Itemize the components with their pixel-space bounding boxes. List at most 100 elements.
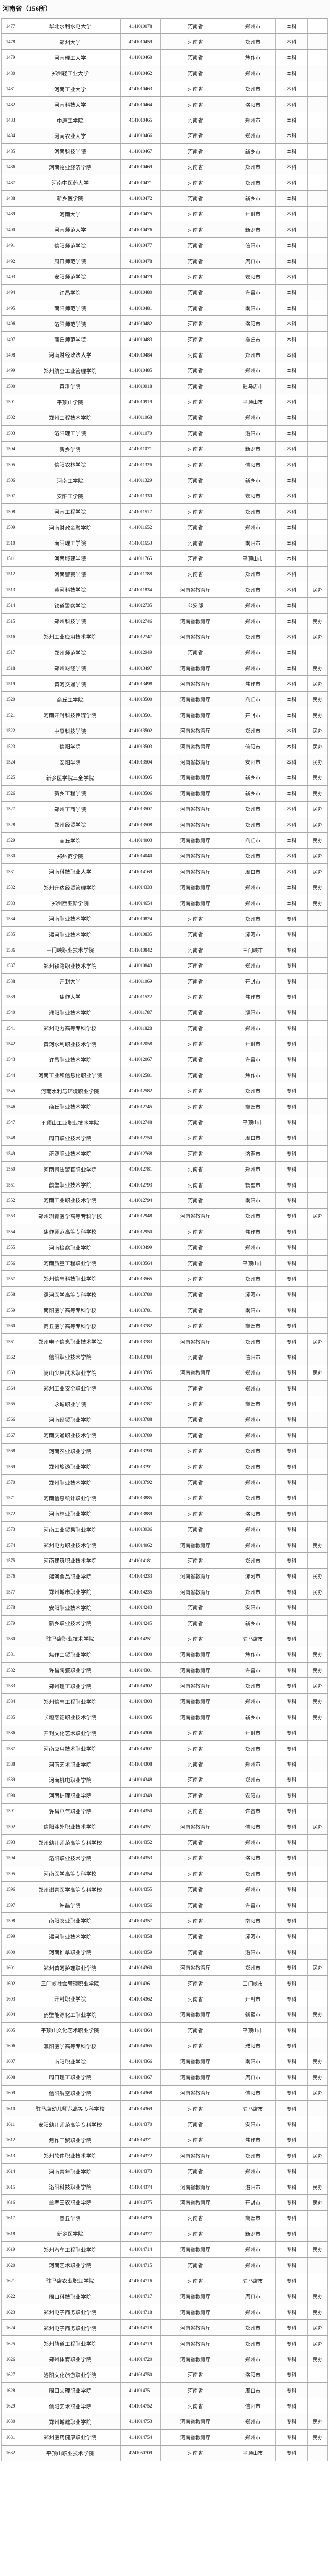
table-cell-city: 郑州市 — [230, 722, 276, 739]
table-cell-note — [307, 550, 328, 567]
table-cell-note — [307, 1192, 328, 1209]
table-cell-no: 1510 — [1, 534, 20, 551]
table-cell-city: 郑州市 — [230, 1443, 276, 1459]
table-row: 1492 周口师范学院 4141010478 河南省 周口市 本科 — [1, 252, 328, 269]
table-cell-dept: 河南省教育厅 — [160, 2006, 230, 2023]
table-cell-note: 民办 — [307, 832, 328, 849]
table-cell-dept: 河南省 — [160, 127, 230, 144]
table-cell-note — [307, 268, 328, 285]
table-cell-dept: 河南省教育厅 — [160, 879, 230, 895]
table-cell-name: 河南工业大学 — [20, 80, 121, 97]
table-cell-no: 1518 — [1, 660, 20, 676]
table-cell-note: 民办 — [307, 675, 328, 692]
table-cell-no: 1552 — [1, 1192, 20, 1209]
table-cell-code: 4141010842 — [120, 942, 161, 958]
table-cell-no: 1548 — [1, 1129, 20, 1146]
table-cell-city: 鹤壁市 — [230, 2006, 276, 2023]
table-cell-city: 郑州市 — [230, 347, 276, 363]
table-cell-note — [307, 206, 328, 223]
table-cell-name: 许昌学院 — [20, 284, 121, 301]
table-cell-name: 南阳职业学院 — [20, 2053, 121, 2070]
table-cell-dept: 河南省 — [160, 1458, 230, 1475]
table-row: 1527 郑州工商学院 4141013507 河南省教育厅 郑州市 本科 民办 — [1, 801, 328, 817]
table-cell-city: 商丘市 — [230, 1098, 276, 1115]
table-row: 1564 郑州工业安全职业学院 4141013786 河南省 郑州市 专科 — [1, 1380, 328, 1397]
table-cell-name: 漯河医学高等专科学校 — [20, 1286, 121, 1303]
table-cell-dept: 河南省 — [160, 2116, 230, 2132]
table-cell-city: 郑州市 — [230, 660, 276, 676]
table-cell-no: 1477 — [1, 18, 20, 35]
table-cell-level: 专科 — [275, 2445, 308, 2461]
table-cell-note — [307, 2445, 328, 2461]
table-cell-name: 濮阳医学高等专科学校 — [20, 2038, 121, 2054]
table-cell-name: 漯河食品职业学院 — [20, 1568, 121, 1585]
table-cell-note — [307, 1443, 328, 1459]
table-cell-city: 南阳市 — [230, 1912, 276, 1929]
table-row: 1554 焦作师范高等专科学校 4141012950 河南省 焦作市 专科 — [1, 1224, 328, 1240]
table-cell-level: 专科 — [275, 1427, 308, 1444]
table-cell-note — [307, 1004, 328, 1021]
table-row: 1521 河南开封科技传媒学院 4141013501 河南省教育厅 开封市 本科 民办 — [1, 707, 328, 723]
table-cell-no: 1562 — [1, 1349, 20, 1365]
table-cell-name: 郑州体育职业学院 — [20, 2351, 121, 2367]
table-cell-code: 4141013786 — [120, 1380, 161, 1397]
table-cell-dept: 河南省 — [160, 2257, 230, 2274]
table-cell-dept: 河南省教育厅 — [160, 2194, 230, 2211]
table-cell-dept: 河南省 — [160, 503, 230, 520]
table-row: 1507 安阳工学院 4141011330 河南省 安阳市 本科 — [1, 487, 328, 504]
table-cell-no: 1519 — [1, 675, 20, 692]
table-cell-dept: 河南省教育厅 — [160, 2084, 230, 2101]
table-row: 1607 南阳职业学院 4141014366 河南省教育厅 南阳市 专科 民办 — [1, 2053, 328, 2070]
table-cell-note — [307, 33, 328, 50]
table-row: 1483 中原工学院 4141010465 河南省 郑州市 本科 — [1, 112, 328, 128]
table-row: 1592 信阳涉外职业技术学院 4141014351 河南省教育厅 信阳市 专科 民办 — [1, 1818, 328, 1835]
table-cell-name: 郑州澍青医学高等专科学校 — [20, 1881, 121, 1897]
table-cell-name: 商丘学院 — [20, 832, 121, 849]
table-cell-city: 郑州市 — [230, 1458, 276, 1475]
table-cell-level: 本科 — [275, 112, 308, 128]
table-row: 1621 驻马店农业职业学院 4141014716 河南省 驻马店市 专科 — [1, 2273, 328, 2289]
table-row: 1549 济源职业技术学院 4141012768 河南省 济源市 专科 — [1, 1145, 328, 1162]
table-row: 1600 河南推拿职业学院 4141014359 河南省 洛阳市 专科 — [1, 1944, 328, 1960]
table-cell-name: 郑州理工职业学院 — [20, 1677, 121, 1694]
table-cell-city: 安阳市 — [230, 268, 276, 285]
table-cell-no: 1589 — [1, 1771, 20, 1788]
table-cell-level: 专科 — [275, 2398, 308, 2414]
table-cell-city: 郑州市 — [230, 519, 276, 535]
table-cell-level: 本科 — [275, 315, 308, 332]
table-cell-name: 郑州工业安全职业学院 — [20, 1380, 121, 1397]
table-cell-level: 专科 — [275, 1881, 308, 1897]
table-cell-level: 专科 — [275, 973, 308, 990]
table-cell-name: 河南林业职业学院 — [20, 1505, 121, 1522]
table-cell-level: 专科 — [275, 1067, 308, 1083]
table-cell-dept: 河南省 — [160, 1224, 230, 1240]
table-cell-level: 本科 — [275, 49, 308, 66]
table-cell-dept: 河南省教育厅 — [160, 801, 230, 817]
table-cell-dept: 河南省教育厅 — [160, 613, 230, 630]
table-cell-city: 商丘市 — [230, 1317, 276, 1334]
table-row: 1477 华北水利水电大学 4141010078 河南省 郑州市 本科 — [1, 18, 328, 35]
table-cell-no: 1570 — [1, 1474, 20, 1490]
table-cell-level: 专科 — [275, 2351, 308, 2367]
table-cell-code: 4141014300 — [120, 1646, 161, 1663]
table-cell-code: 4141010477 — [120, 237, 161, 253]
table-cell-note — [307, 237, 328, 253]
table-cell-city: 焦作市 — [230, 1646, 276, 1663]
table-cell-note — [307, 2210, 328, 2227]
table-cell-city: 开封市 — [230, 1724, 276, 1741]
table-cell-level: 本科 — [275, 848, 308, 865]
table-cell-dept: 河南省 — [160, 1803, 230, 1819]
table-row: 1556 河南质量工程职业学院 4141013564 河南省 平顶山市 专科 — [1, 1255, 328, 1272]
table-cell-code: 4141010463 — [120, 80, 161, 97]
table-row: 1543 许昌职业技术学院 4141012067 河南省 许昌市 专科 — [1, 1051, 328, 1068]
table-cell-city: 郑州市 — [230, 112, 276, 128]
table-row: 1490 河南师范大学 4141010476 河南省 新乡市 本科 — [1, 222, 328, 238]
table-row: 1586 开封文化艺术职业学院 4141014306 河南省 开封市 专科 — [1, 1724, 328, 1741]
table-cell-no: 1542 — [1, 1036, 20, 1052]
table-cell-city: 郑州市 — [230, 65, 276, 81]
table-cell-dept: 河南省教育厅 — [160, 629, 230, 645]
table-cell-dept: 河南省 — [160, 487, 230, 504]
table-cell-level: 专科 — [275, 2038, 308, 2054]
table-cell-level: 专科 — [275, 1411, 308, 1428]
table-cell-level: 专科 — [275, 2210, 308, 2227]
